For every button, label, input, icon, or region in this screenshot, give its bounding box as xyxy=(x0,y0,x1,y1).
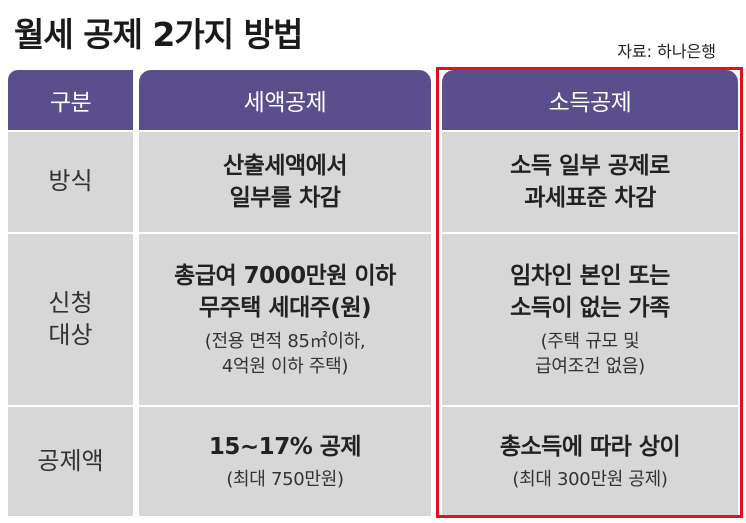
label-text: 신청 xyxy=(48,289,93,318)
cell-main-text: 산출세액에서 xyxy=(223,152,347,179)
cell-main-text: 소득이 없는 가족 xyxy=(510,295,670,322)
cell-sub-text: (최대 300만원 공제) xyxy=(512,469,668,490)
header-tax-credit: 세액공제 xyxy=(139,70,431,130)
cell-income-deduction-eligibility: 임차인 본인 또는 소득이 없는 가족 (주택 규모 및 급여조건 없음) xyxy=(442,234,738,405)
income-deduction-column: 소득공제 소득 일부 공제로 과세표준 차감 임차인 본인 또는 소득이 없는 … xyxy=(442,70,738,516)
row-label-method: 방식 xyxy=(8,132,133,232)
label-text: 방식 xyxy=(48,167,93,196)
cell-main-text: 총소득에 따라 상이 xyxy=(499,433,681,460)
cell-income-deduction-amount: 총소득에 따라 상이 (최대 300만원 공제) xyxy=(442,407,738,516)
cell-main-text: 15~17% 공제 xyxy=(208,433,362,460)
cell-main-text: 일부를 차감 xyxy=(229,185,341,211)
header-label: 구분 xyxy=(8,70,133,130)
source-note: 자료: 하나은행 xyxy=(617,42,716,61)
cell-sub-text: 급여조건 없음) xyxy=(535,355,645,377)
cell-income-deduction-method: 소득 일부 공제로 과세표준 차감 xyxy=(442,132,738,232)
cell-tax-credit-amount: 15~17% 공제 (최대 750만원) xyxy=(139,407,431,516)
highlight-box xyxy=(436,67,743,518)
comparison-table: 구분 방식 신청 대상 공제액 세액공제 산출세액에서 일부를 차감 총급여 7… xyxy=(0,70,746,523)
cell-tax-credit-eligibility: 총급여 7000만원 이하 무주택 세대주(원) (전용 면적 85㎡이하, 4… xyxy=(139,234,431,405)
cell-sub-text: (최대 750만원) xyxy=(226,469,344,490)
cell-main-text: 임차인 본인 또는 xyxy=(510,263,670,290)
cell-main-text: 소득 일부 공제로 xyxy=(510,152,670,179)
row-label-amount: 공제액 xyxy=(8,407,133,516)
cell-main-text: 무주택 세대주(원) xyxy=(198,295,372,322)
page-title: 월세 공제 2가지 방법 xyxy=(14,15,303,54)
label-column: 구분 방식 신청 대상 공제액 xyxy=(8,70,133,516)
tax-credit-column: 세액공제 산출세액에서 일부를 차감 총급여 7000만원 이하 무주택 세대주… xyxy=(139,70,431,516)
cell-tax-credit-method: 산출세액에서 일부를 차감 xyxy=(139,132,431,232)
cell-sub-text: (주택 규모 및 xyxy=(540,330,640,352)
header-income-deduction: 소득공제 xyxy=(442,70,738,130)
row-label-eligibility: 신청 대상 xyxy=(8,234,133,405)
cell-main-text: 과세표준 차감 xyxy=(524,185,656,211)
cell-sub-text: (전용 면적 85㎡이하, xyxy=(204,330,366,352)
cell-sub-text: 4억원 이하 주택) xyxy=(221,355,349,377)
cell-main-text: 총급여 7000만원 이하 xyxy=(174,263,396,290)
label-text: 대상 xyxy=(48,320,93,349)
label-text: 공제액 xyxy=(37,446,104,475)
